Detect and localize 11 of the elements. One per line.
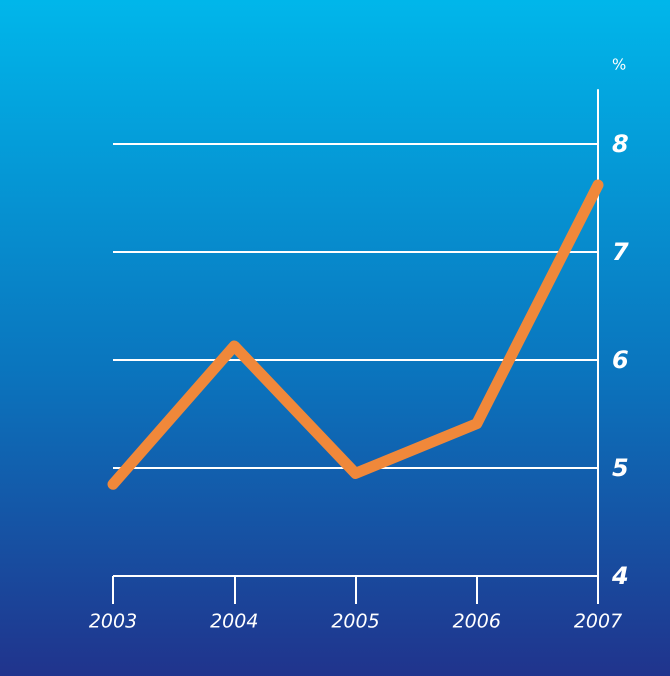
y-tick-label: 6 [612,346,629,374]
x-tick-label: 2003 [88,610,138,632]
y-axis-title: % [612,56,626,74]
x-tick-label: 2004 [210,610,258,632]
x-tick-label: 2006 [452,610,501,632]
x-tick-label: 2007 [574,610,622,632]
y-tick-label: 7 [612,238,629,266]
y-tick-label: 5 [612,454,629,482]
x-tick-label: 2005 [331,610,380,632]
y-tick-label: 8 [612,130,629,158]
y-tick-label: 4 [611,562,629,590]
